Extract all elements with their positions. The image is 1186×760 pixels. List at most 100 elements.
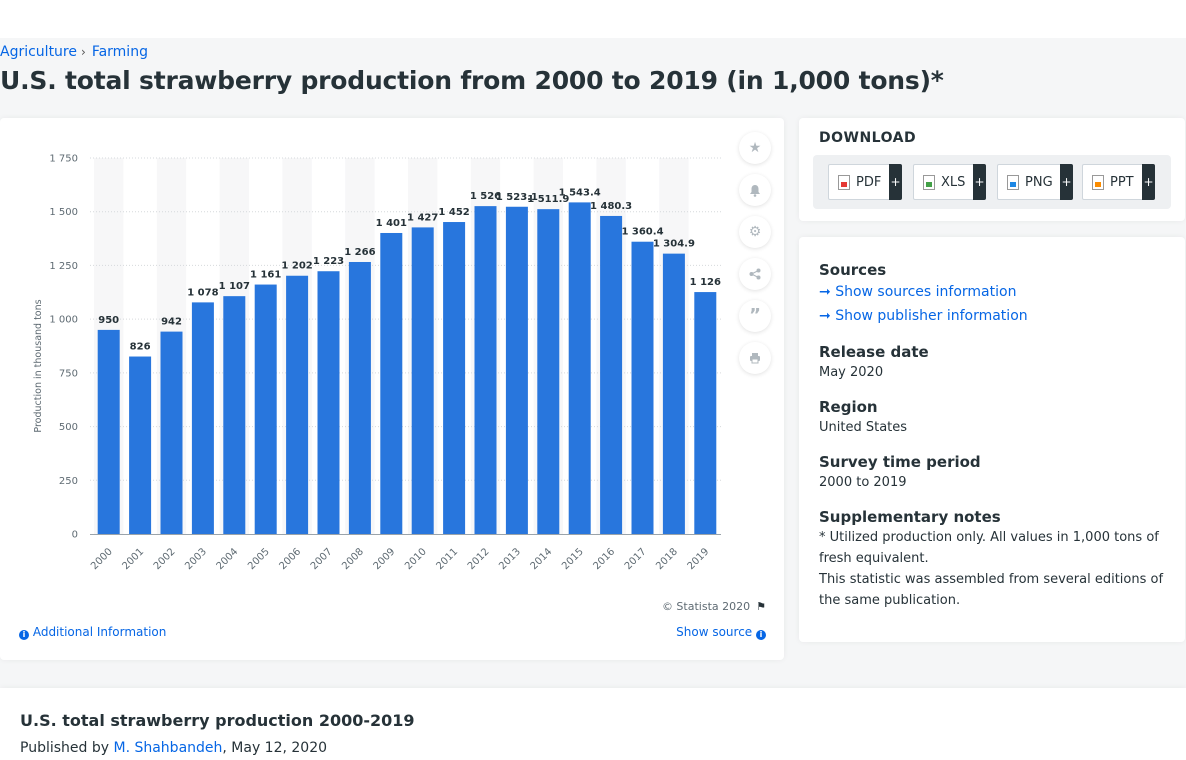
flag-icon[interactable]: ⚑ bbox=[756, 600, 766, 613]
x-tick-label: 2013 bbox=[497, 546, 523, 572]
download-png-button[interactable]: PNG + bbox=[997, 164, 1073, 200]
supplementary-note: This statistic was assembled from severa… bbox=[819, 572, 1164, 608]
bar bbox=[191, 302, 214, 534]
x-tick-label: 2001 bbox=[120, 546, 146, 572]
data-label: 1 480.3 bbox=[590, 201, 632, 212]
y-tick-label: 500 bbox=[59, 422, 78, 433]
bar-chart: 0 250 500 750 1 000 1 250 1 500 1 750 Production… bbox=[33, 154, 721, 572]
arrow-right-icon: ➞ bbox=[819, 308, 831, 324]
bar bbox=[662, 253, 685, 534]
gear-icon: ⚙ bbox=[748, 224, 762, 240]
bar bbox=[631, 241, 654, 534]
download-ppt-button[interactable]: PPT + bbox=[1082, 164, 1155, 200]
download-xls-button[interactable]: XLS + bbox=[913, 164, 986, 200]
data-label: 826 bbox=[130, 342, 151, 353]
bar bbox=[474, 206, 497, 534]
settings-button[interactable]: ⚙ bbox=[739, 216, 771, 248]
share-button[interactable] bbox=[739, 258, 771, 290]
breadcrumb-agriculture[interactable]: Agriculture bbox=[0, 44, 77, 60]
top-bar bbox=[0, 0, 1186, 38]
bar bbox=[600, 215, 623, 534]
notification-button[interactable] bbox=[739, 174, 771, 206]
sources-heading: Sources bbox=[819, 261, 887, 279]
survey-period-heading: Survey time period bbox=[819, 453, 981, 471]
data-label: 1 401 bbox=[376, 218, 407, 229]
bar bbox=[286, 275, 309, 534]
data-label: 1 543.4 bbox=[559, 187, 601, 198]
data-label: 950 bbox=[98, 315, 119, 326]
show-sources-link[interactable]: ➞ Show sources information bbox=[819, 284, 1016, 300]
x-tick-label: 2011 bbox=[434, 546, 460, 572]
data-label: 1 266 bbox=[344, 247, 375, 258]
plus-icon: + bbox=[1142, 164, 1155, 200]
y-tick-label: 1 250 bbox=[49, 261, 78, 272]
author-link[interactable]: M. Shahbandeh bbox=[113, 740, 223, 756]
show-publisher-label: Show publisher information bbox=[835, 308, 1028, 324]
release-date-value: May 2020 bbox=[819, 365, 884, 380]
breadcrumb-farming[interactable]: Farming bbox=[91, 44, 148, 60]
x-tick-label: 2008 bbox=[340, 546, 366, 572]
additional-information-link[interactable]: i Additional Information bbox=[19, 625, 166, 640]
plus-icon: + bbox=[1060, 164, 1073, 200]
publication-card: U.S. total strawberry production 2000-20… bbox=[0, 688, 1186, 760]
png-file-icon bbox=[1007, 174, 1019, 190]
data-label: 1 427 bbox=[407, 212, 438, 223]
cite-button[interactable]: ” bbox=[739, 300, 771, 332]
data-label: 1 126 bbox=[690, 277, 721, 288]
data-label: 1 304.9 bbox=[653, 239, 695, 250]
y-tick-label: 750 bbox=[59, 368, 78, 379]
copyright-text: © Statista 2020 bbox=[661, 600, 751, 613]
favorite-button[interactable]: ★ bbox=[739, 132, 771, 164]
breadcrumb-separator: › bbox=[81, 45, 86, 59]
supplementary-note: * Utilized production only. All values i… bbox=[819, 530, 1159, 566]
publication-byline: Published by M. Shahbandeh, May 12, 2020 bbox=[20, 740, 327, 756]
download-bar: PDF + XLS + PNG + PPT + bbox=[813, 155, 1171, 209]
data-label: 1 523.1 bbox=[496, 192, 538, 203]
show-source-link[interactable]: Show source i bbox=[676, 625, 766, 640]
bar bbox=[254, 284, 277, 534]
chart-tools: ★ ⚙ ” bbox=[739, 132, 771, 384]
data-label: 1 161 bbox=[250, 270, 281, 281]
show-source-label: Show source bbox=[676, 625, 753, 639]
plus-icon: + bbox=[889, 164, 902, 200]
download-xls-label: XLS bbox=[941, 174, 966, 190]
share-icon bbox=[749, 268, 761, 280]
download-pdf-button[interactable]: PDF + bbox=[828, 164, 902, 200]
data-label: 1 360.4 bbox=[621, 227, 663, 238]
download-ppt-label: PPT bbox=[1110, 174, 1134, 190]
x-tick-label: 2000 bbox=[89, 546, 115, 572]
xls-file-icon bbox=[923, 174, 935, 190]
data-label: 1 078 bbox=[187, 287, 218, 298]
bar bbox=[380, 232, 403, 534]
x-tick-label: 2015 bbox=[560, 546, 586, 572]
y-axis-label: Production in thousand tons bbox=[33, 299, 44, 432]
x-tick-label: 2005 bbox=[246, 546, 272, 572]
bar bbox=[505, 206, 528, 534]
y-tick-label: 1 750 bbox=[49, 154, 78, 165]
x-tick-label: 2019 bbox=[686, 546, 712, 572]
y-tick-label: 250 bbox=[59, 476, 78, 487]
bar bbox=[694, 292, 717, 534]
bar bbox=[97, 329, 120, 534]
ppt-file-icon bbox=[1092, 174, 1104, 190]
download-pdf-label: PDF bbox=[856, 174, 882, 190]
statistic-info-card: Sources ➞ Show sources information ➞ Sho… bbox=[799, 237, 1185, 642]
x-tick-label: 2006 bbox=[277, 546, 303, 572]
bar bbox=[443, 222, 466, 534]
y-tick-label: 1 500 bbox=[49, 207, 78, 218]
print-button[interactable] bbox=[739, 342, 771, 374]
x-tick-label: 2004 bbox=[215, 546, 241, 572]
page-title: U.S. total strawberry production from 20… bbox=[0, 66, 944, 95]
download-title: DOWNLOAD bbox=[819, 130, 917, 146]
x-tick-label: 2003 bbox=[183, 546, 209, 572]
data-label: 942 bbox=[161, 317, 182, 328]
data-label: 1 202 bbox=[281, 261, 312, 272]
bar bbox=[568, 202, 591, 534]
breadcrumb: Agriculture › Farming bbox=[0, 43, 148, 61]
bar bbox=[537, 209, 560, 535]
y-tick-label: 0 bbox=[72, 530, 78, 541]
download-card: DOWNLOAD PDF + XLS + PNG + PPT + bbox=[799, 118, 1185, 221]
info-icon: i bbox=[756, 630, 766, 640]
data-label: 1 511.9 bbox=[527, 194, 569, 205]
show-publisher-link[interactable]: ➞ Show publisher information bbox=[819, 308, 1028, 324]
